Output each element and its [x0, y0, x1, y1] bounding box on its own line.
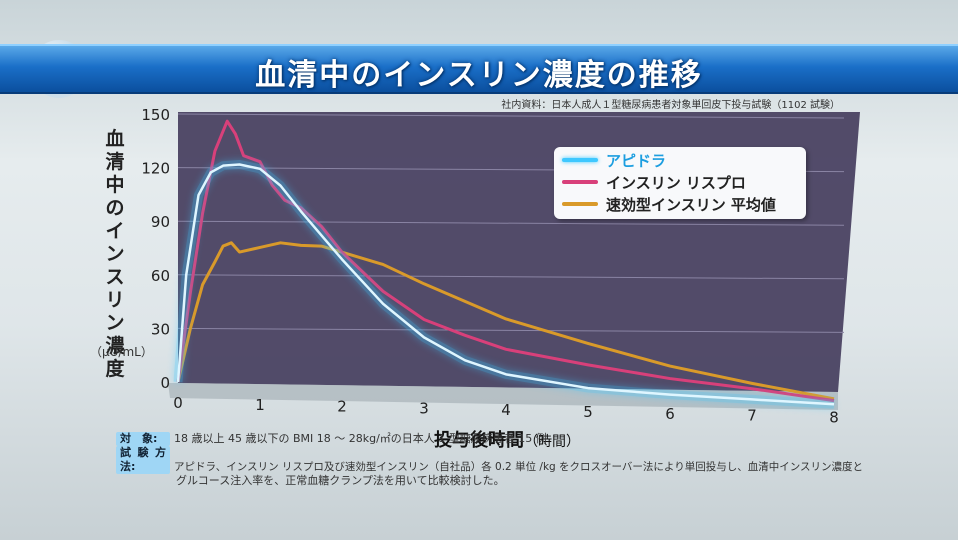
- legend-item-lispro: インスリン リスプロ: [562, 172, 746, 192]
- legend-swatch-apidra: [562, 158, 598, 162]
- y-tick-label-0: 0: [160, 374, 170, 392]
- x-axis-title: 投与後時間: [434, 430, 524, 451]
- title-banner: 血清中のインスリン濃度の推移: [0, 44, 958, 94]
- gridline-y-30: [177, 327, 845, 333]
- note-subject: 対 象: 18 歳以上 45 歳以下の BMI 18 ～ 28kg/㎡の日本人 1…: [116, 432, 863, 446]
- note-method-cont: グルコース注入率を、正常血糖クランプ法を用いて比較検討した。: [116, 474, 863, 488]
- plot-floor: [168, 383, 838, 410]
- y-axis-label: 血清中のインスリン濃度: [105, 128, 125, 380]
- chart-legend: アピドラ インスリン リスプロ 速効型インスリン 平均値: [554, 147, 806, 219]
- gridline-y-90: [177, 220, 845, 226]
- x-tick-label-0: 0: [173, 394, 183, 412]
- y-tick-label-90: 90: [151, 213, 170, 231]
- x-tick-label-5: 5: [583, 403, 593, 421]
- legend-label-apidra: アピドラ: [606, 151, 667, 170]
- series-line-apidra: [176, 163, 835, 406]
- x-axis-label: 投与後時間（時間）: [434, 426, 580, 452]
- legend-item-regular: 速効型インスリン 平均値: [562, 194, 776, 214]
- note-text-method-cont: グルコース注入率を、正常血糖クランプ法を用いて比較検討した。: [176, 474, 505, 487]
- x-tick-label-1: 1: [255, 396, 265, 414]
- gridline-y-150: [177, 113, 845, 119]
- legend-label-lispro: インスリン リスプロ: [606, 173, 746, 192]
- legend-swatch-lispro: [562, 180, 598, 184]
- x-axis-unit: （時間）: [524, 434, 580, 450]
- x-tick-label-8: 8: [829, 408, 839, 426]
- x-tick-label-2: 2: [337, 398, 347, 416]
- source-note: 社内資料：日本人成人１型糖尿病患者対象単回皮下投与試験（1102 試験）: [501, 100, 840, 111]
- y-axis-unit: （μU/mL）: [90, 345, 153, 359]
- note-method: 試験方法: アピドラ、インスリン リスプロ及び速効型インスリン（自社品）各 0.2…: [116, 446, 863, 474]
- series-line-regular: [176, 241, 835, 401]
- note-label-method: 試験方法:: [116, 446, 170, 474]
- x-tick-label-7: 7: [747, 407, 757, 425]
- x-tick-label-6: 6: [665, 405, 675, 423]
- study-notes: 対 象: 18 歳以上 45 歳以下の BMI 18 ～ 28kg/㎡の日本人 1…: [116, 432, 863, 488]
- y-tick-label-150: 150: [141, 106, 170, 124]
- legend-swatch-regular: [562, 202, 598, 206]
- page-title: 血清中のインスリン濃度の推移: [255, 58, 703, 93]
- note-label-subject: 対 象:: [116, 432, 170, 446]
- x-tick-label-4: 4: [501, 401, 511, 419]
- legend-item-apidra: アピドラ: [562, 150, 666, 170]
- legend-label-regular: 速効型インスリン 平均値: [606, 195, 776, 214]
- y-tick-label-60: 60: [151, 267, 170, 285]
- note-text-subject: 18 歳以上 45 歳以下の BMI 18 ～ 28kg/㎡の日本人 1 型糖尿…: [174, 432, 547, 445]
- gridline-y-60: [177, 274, 845, 280]
- x-tick-label-3: 3: [419, 399, 429, 417]
- y-tick-label-120: 120: [141, 160, 170, 178]
- note-text-method: アピドラ、インスリン リスプロ及び速効型インスリン（自社品）各 0.2 単位 /…: [174, 461, 864, 473]
- y-tick-label-30: 30: [151, 320, 170, 338]
